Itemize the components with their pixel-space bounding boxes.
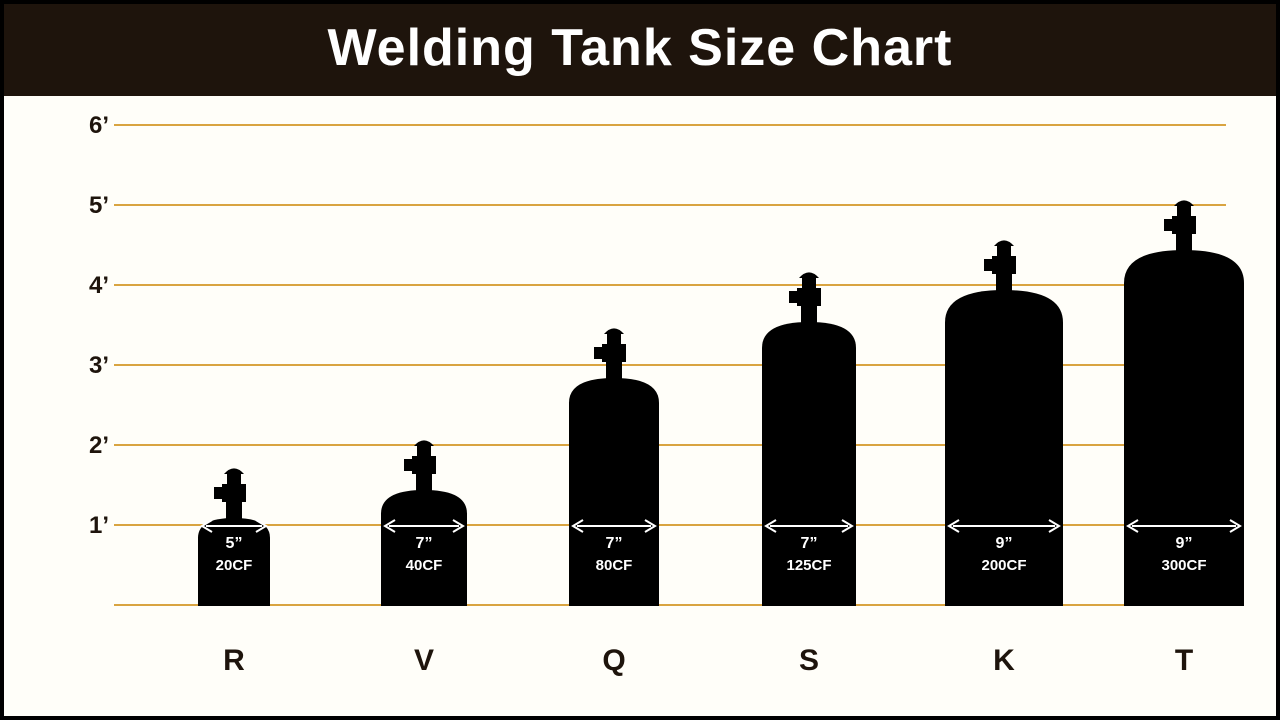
chart-title: Welding Tank Size Chart [4,18,1276,78]
tank-icon: 9” 200CF [939,240,1069,606]
svg-text:5”: 5” [226,535,243,552]
y-tick-label: 5’ [54,192,109,220]
svg-text:80CF: 80CF [596,557,633,574]
y-tick-label: 1’ [54,512,109,540]
svg-text:7”: 7” [416,535,433,552]
y-tick-label: 3’ [54,352,109,380]
svg-text:300CF: 300CF [1161,557,1206,574]
tank: 9” 200CF [914,240,1094,606]
y-tick-label: 6’ [54,112,109,140]
tank: 7” 80CF [524,328,704,606]
title-bar: Welding Tank Size Chart [4,4,1276,96]
tank: 7” 125CF [719,272,899,606]
x-tick-label: S [719,644,899,678]
svg-text:9”: 9” [996,535,1013,552]
tank-icon: 7” 80CF [563,328,665,606]
y-tick-label: 4’ [54,272,109,300]
x-axis-labels: RVQSKT [114,636,1226,680]
tank-icon: 7” 125CF [756,272,862,606]
tank-icon: 7” 40CF [375,440,473,606]
svg-text:20CF: 20CF [216,557,253,574]
chart-area: 1’ 2’ 3’ 4’ 5’ 6’ 5” 20CF 7” 40CF [4,96,1276,716]
y-tick-label: 2’ [54,432,109,460]
x-tick-label: V [334,644,514,678]
plot-area: 1’2’3’4’5’6’ 5” 20CF 7” 40CF [54,126,1226,636]
x-tick-label: R [144,644,324,678]
svg-text:125CF: 125CF [786,557,831,574]
tank-icon: 5” 20CF [192,468,276,606]
tank: 9” 300CF [1094,200,1274,606]
tank: 7” 40CF [334,440,514,606]
svg-text:7”: 7” [606,535,623,552]
svg-text:9”: 9” [1176,535,1193,552]
chart-frame: Welding Tank Size Chart 1’ 2’ 3’ 4’ 5’ 6’ 5” … [0,0,1280,720]
x-tick-label: K [914,644,1094,678]
tanks-layer: 5” 20CF 7” 40CF 7” 80CF [114,126,1226,636]
x-tick-label: T [1094,644,1274,678]
x-tick-label: Q [524,644,704,678]
svg-text:200CF: 200CF [981,557,1026,574]
svg-text:7”: 7” [801,535,818,552]
tank: 5” 20CF [144,468,324,606]
svg-text:40CF: 40CF [406,557,443,574]
tank-icon: 9” 300CF [1118,200,1250,606]
